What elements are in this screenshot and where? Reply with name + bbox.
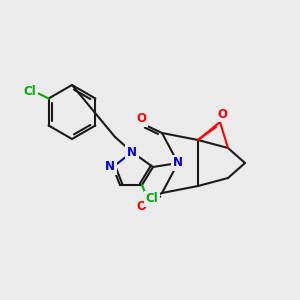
Text: O: O [136,112,146,125]
Text: O: O [217,107,227,121]
Text: N: N [127,146,137,158]
Text: O: O [136,200,146,214]
Text: N: N [173,157,183,169]
Text: Cl: Cl [23,85,36,98]
Text: N: N [105,160,115,173]
Text: Cl: Cl [146,193,158,206]
